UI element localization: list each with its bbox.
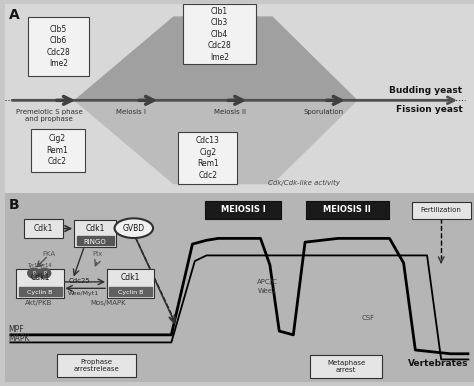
FancyBboxPatch shape	[28, 17, 89, 76]
Text: CSF: CSF	[362, 315, 375, 321]
FancyBboxPatch shape	[107, 269, 154, 298]
Text: Vertebrates: Vertebrates	[408, 359, 468, 369]
Text: Meiosis II: Meiosis II	[214, 108, 246, 115]
Text: Tyr14: Tyr14	[38, 263, 51, 268]
Text: Sporulation: Sporulation	[304, 108, 344, 115]
Text: Clb5
Clb6
Cdc28
Ime2: Clb5 Clb6 Cdc28 Ime2	[47, 25, 71, 68]
Text: MAPK: MAPK	[9, 334, 30, 343]
FancyBboxPatch shape	[310, 355, 382, 378]
Text: Cdc13
Cig2
Rem1
Cdc2: Cdc13 Cig2 Rem1 Cdc2	[196, 136, 219, 180]
Text: Cyclin B: Cyclin B	[118, 290, 143, 295]
FancyBboxPatch shape	[17, 269, 64, 298]
Text: FKA: FKA	[43, 251, 56, 257]
Circle shape	[38, 268, 51, 278]
FancyBboxPatch shape	[30, 129, 84, 172]
Text: Fertilization: Fertilization	[421, 207, 462, 213]
Text: Clb1
Clb3
Clb4
Cdc28
Ime2: Clb1 Clb3 Clb4 Cdc28 Ime2	[208, 7, 231, 61]
FancyBboxPatch shape	[183, 4, 256, 64]
Text: Cdk/Cdk-like activity: Cdk/Cdk-like activity	[268, 180, 340, 186]
Text: A: A	[9, 8, 19, 22]
Text: APC/C: APC/C	[257, 279, 278, 285]
Text: MPF: MPF	[9, 325, 24, 334]
Text: Cdc25: Cdc25	[69, 278, 91, 284]
FancyBboxPatch shape	[205, 201, 281, 219]
Text: Wee/Myt1: Wee/Myt1	[68, 291, 99, 296]
FancyBboxPatch shape	[178, 132, 237, 184]
Text: MEIOSIS II: MEIOSIS II	[323, 205, 371, 214]
Text: B: B	[9, 198, 19, 212]
Polygon shape	[75, 100, 356, 184]
Text: Fission yeast: Fission yeast	[395, 105, 462, 114]
Text: RINGO: RINGO	[84, 239, 107, 245]
Text: Budding yeast: Budding yeast	[389, 86, 462, 95]
Text: Cig2
Rem1
Cdc2: Cig2 Rem1 Cdc2	[46, 134, 68, 166]
Bar	[109, 287, 152, 296]
Text: Cdk1: Cdk1	[120, 273, 140, 282]
Text: Meiosis I: Meiosis I	[117, 108, 146, 115]
Text: Cyclin B: Cyclin B	[27, 290, 53, 295]
Text: Cdk1: Cdk1	[30, 273, 50, 282]
Text: Plx: Plx	[92, 251, 103, 257]
FancyBboxPatch shape	[306, 201, 389, 219]
FancyBboxPatch shape	[24, 219, 63, 238]
FancyBboxPatch shape	[57, 354, 136, 377]
Text: Cdk1: Cdk1	[85, 224, 105, 233]
Text: Cdk1: Cdk1	[34, 224, 53, 233]
Text: Metaphase
arrest: Metaphase arrest	[327, 360, 365, 373]
Text: Akt/PKB: Akt/PKB	[25, 300, 52, 306]
Text: P: P	[32, 271, 35, 276]
Text: P: P	[43, 271, 46, 276]
Text: Mos/MAPK: Mos/MAPK	[90, 300, 126, 306]
Ellipse shape	[115, 218, 153, 238]
Text: Premeiotic S phase
and prophase: Premeiotic S phase and prophase	[16, 108, 82, 122]
Text: GVBD: GVBD	[123, 223, 145, 233]
Circle shape	[28, 268, 40, 278]
Polygon shape	[75, 17, 356, 100]
Bar	[76, 236, 114, 245]
Text: Wee1: Wee1	[258, 288, 277, 295]
Text: MEIOSIS I: MEIOSIS I	[220, 205, 265, 214]
Text: Prophase
arrestrelease: Prophase arrestrelease	[73, 359, 119, 372]
FancyBboxPatch shape	[74, 220, 117, 247]
Bar	[19, 287, 62, 296]
FancyBboxPatch shape	[411, 202, 471, 219]
Text: Tyr15: Tyr15	[27, 263, 41, 268]
